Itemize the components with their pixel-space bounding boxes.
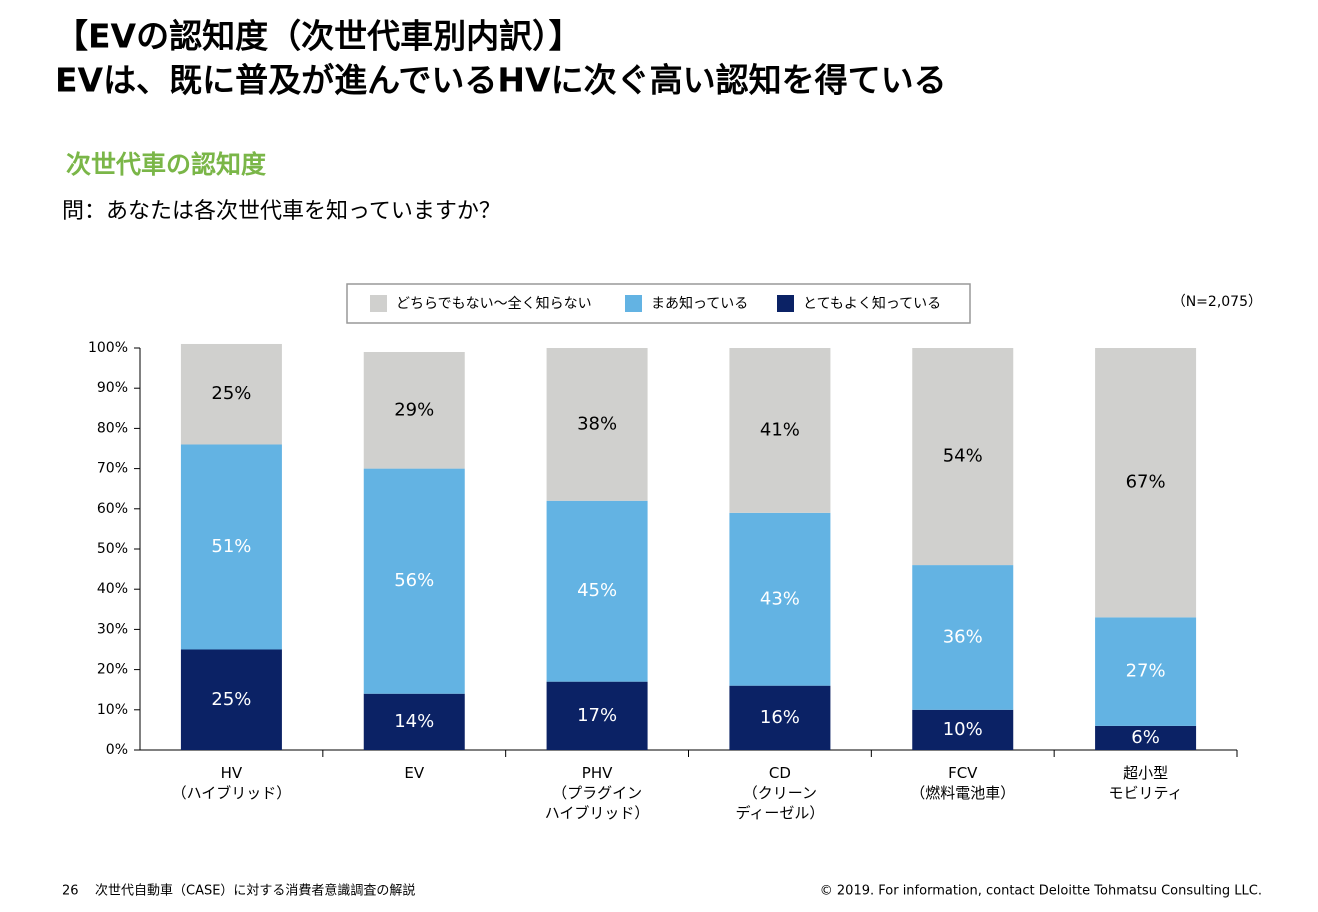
slide-title: EVは、既に普及が進んでいるHVに次ぐ高い認知を得ている — [55, 61, 947, 100]
y-tick-label: 50% — [97, 541, 128, 557]
bar-segment — [1095, 725, 1197, 750]
value-label: 17% — [577, 705, 617, 726]
value-label: 14% — [394, 711, 434, 732]
x-tick-label: CD （クリーンディーゼル） — [735, 764, 824, 822]
y-tick-label: 10% — [97, 702, 128, 718]
x-tick-line: CD — [769, 764, 791, 782]
value-label: 10% — [943, 719, 983, 740]
value-label: 56% — [394, 570, 434, 591]
x-tick-line: PHV — [582, 764, 613, 782]
value-label: 16% — [760, 707, 800, 728]
x-tick-line: （プラグイン — [552, 784, 642, 802]
bar-segment — [1095, 617, 1197, 726]
y-tick-label: 90% — [97, 380, 128, 396]
value-label: 36% — [943, 626, 983, 647]
y-tick-label: 60% — [97, 501, 128, 517]
bar-segment — [180, 444, 282, 650]
bar-segment — [912, 348, 1014, 566]
chart-subtitle: 問：あなたは各次世代車を知っていますか？ — [62, 199, 501, 224]
x-tick-line: ハイブリッド） — [545, 804, 650, 822]
legend-box — [346, 283, 971, 324]
slide-title: 【EVの認知度（次世代車別内訳）】 — [55, 17, 582, 56]
note: （N=2,075） — [1172, 294, 1262, 310]
y-tick-label: 70% — [97, 461, 128, 477]
x-tick-line: FCV — [948, 764, 978, 782]
x-tick-line: HV — [221, 764, 243, 782]
value-label: 6% — [1131, 727, 1160, 748]
x-tick-label: PHV （プラグインハイブリッド） — [545, 764, 650, 822]
y-tick-label: 80% — [97, 420, 128, 436]
chart-title: 次世代車の認知度 — [66, 150, 266, 179]
value-label: 38% — [577, 413, 617, 434]
bar-segment — [912, 565, 1014, 710]
value-label: 67% — [1126, 472, 1166, 493]
footer-text: 次世代自動車（CASE）に対する消費者意識調査の解説 — [95, 883, 415, 899]
copyright: © 2019. For information, contact Deloitt… — [820, 884, 1262, 899]
value-label: 45% — [577, 580, 617, 601]
value-label: 51% — [211, 536, 251, 557]
y-tick-label: 100% — [88, 340, 128, 356]
bar-segment — [363, 693, 465, 750]
bar-segment — [546, 500, 648, 682]
x-tick-line: 超小型 — [1123, 764, 1168, 782]
y-tick-label: 30% — [97, 621, 128, 637]
value-label: 54% — [943, 446, 983, 467]
y-tick-label: 0% — [106, 742, 128, 758]
x-tick-line: モビリティ — [1109, 784, 1183, 802]
value-label: 29% — [394, 399, 434, 420]
page-number: 26 — [62, 884, 79, 899]
legend-label: まあ知っている — [651, 295, 748, 312]
bar-segment — [363, 468, 465, 694]
y-tick-label: 40% — [97, 581, 128, 597]
x-tick-line: ディーゼル） — [735, 804, 824, 822]
legend-swatch — [370, 295, 387, 312]
x-tick-line: EV — [404, 764, 424, 782]
legend-label: とてもよく知っている — [803, 295, 941, 312]
legend-swatch — [625, 295, 642, 312]
x-tick-line: （クリーン — [743, 784, 817, 802]
bar-segment — [729, 512, 831, 686]
value-label: 25% — [211, 383, 251, 404]
value-label: 27% — [1126, 661, 1166, 682]
bar-segment — [912, 709, 1014, 750]
value-label: 41% — [760, 419, 800, 440]
x-tick-label: FCV （燃料電池車） — [910, 764, 1015, 802]
bar-segment — [363, 352, 465, 469]
bar-segment — [729, 348, 831, 513]
bar-segment — [180, 343, 282, 445]
legend-swatch — [777, 295, 794, 312]
value-label: 25% — [211, 689, 251, 710]
x-tick-line: （ハイブリッド） — [172, 784, 292, 802]
bar-segment — [1095, 348, 1197, 618]
bar-segment — [546, 681, 648, 750]
value-label: 43% — [760, 588, 800, 609]
y-tick-label: 20% — [97, 662, 128, 678]
x-tick-label: HV （ハイブリッド） — [172, 764, 292, 802]
legend-label: どちらでもない～全く知らない — [396, 295, 592, 312]
x-tick-label: EV — [404, 764, 424, 782]
bar-segment — [546, 348, 648, 501]
x-tick-line: （燃料電池車） — [910, 784, 1015, 802]
bar-segment — [180, 649, 282, 750]
bar-segment — [729, 685, 831, 750]
x-tick-label: 超小型モビリティ — [1109, 764, 1183, 802]
